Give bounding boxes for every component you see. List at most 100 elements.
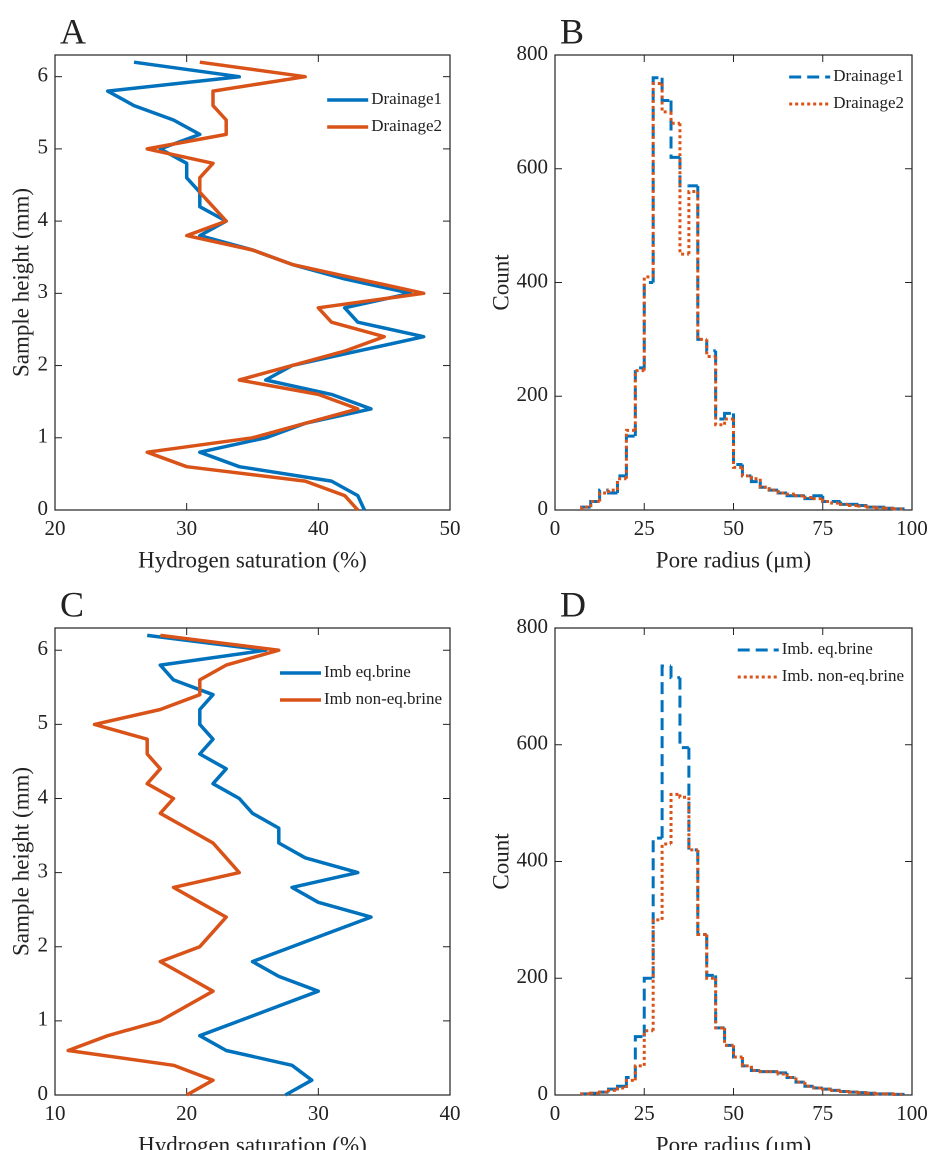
histogram-step	[660, 664, 672, 839]
x-tick-label: 50	[723, 516, 744, 540]
x-axis-label: Pore radius (μm)	[656, 547, 811, 572]
y-tick-label: 1	[38, 424, 49, 448]
histogram-step	[633, 369, 645, 431]
x-tick-label: 100	[896, 516, 928, 540]
y-tick-label: 4	[38, 784, 49, 808]
panel-label: B	[560, 11, 584, 51]
y-tick-label: 200	[517, 964, 549, 988]
x-tick-label: 10	[45, 1101, 66, 1125]
histogram-step	[812, 1086, 823, 1090]
histogram-step	[848, 503, 859, 507]
histogram-step	[758, 1070, 770, 1074]
x-tick-label: 100	[896, 1101, 928, 1125]
histogram-step	[883, 506, 895, 510]
histogram-step	[749, 475, 761, 481]
histogram-step	[705, 339, 716, 353]
y-tick-label: 200	[517, 382, 549, 406]
x-axis-label: Hydrogen saturation (%)	[138, 547, 367, 572]
y-tick-label: 4	[38, 207, 49, 231]
legend-label: Imb. non-eq.brine	[782, 666, 904, 685]
histogram-step	[740, 1057, 752, 1068]
histogram-step	[705, 934, 716, 980]
y-tick-label: 2	[38, 351, 49, 375]
y-tick-label: 3	[38, 858, 49, 882]
histogram-step	[803, 1082, 814, 1088]
histogram-step	[812, 497, 823, 501]
x-tick-label: 20	[176, 1101, 197, 1125]
histogram-step	[821, 1087, 832, 1091]
histogram-step	[598, 491, 609, 502]
x-tick-label: 75	[812, 1101, 833, 1125]
histogram-step	[633, 1064, 645, 1081]
legend-label: Imb eq.brine	[324, 662, 411, 681]
histogram-step	[740, 467, 752, 478]
legend: Drainage1 Drainage2	[789, 66, 904, 112]
y-tick-label: 800	[517, 614, 549, 638]
y-tick-label: 5	[38, 135, 49, 159]
histogram-step	[865, 1091, 877, 1095]
histogram-step	[803, 495, 814, 499]
histogram-step	[624, 1078, 636, 1088]
histogram-step	[839, 502, 850, 506]
histogram-step	[589, 499, 600, 508]
panel-label: A	[60, 11, 86, 51]
x-tick-label: 0	[550, 516, 561, 540]
y-axis-label: Count	[488, 833, 513, 890]
y-tick-label: 6	[38, 62, 49, 86]
y-tick-label: 600	[517, 731, 549, 755]
histogram-step	[714, 350, 725, 421]
x-tick-label: 30	[176, 516, 197, 540]
histogram-step	[794, 1077, 805, 1084]
histogram-step	[642, 281, 654, 368]
histogram-step	[723, 411, 734, 419]
histogram-step	[830, 1088, 841, 1092]
y-axis-label: Sample height (mm)	[8, 767, 33, 956]
histogram-step	[687, 190, 698, 255]
legend-label: Drainage2	[371, 116, 442, 135]
histogram-step	[785, 1073, 796, 1079]
legend: Imb eq.brine Imb non-eq.brine	[279, 662, 442, 708]
histogram-step	[696, 185, 707, 341]
x-tick-label: 25	[634, 1101, 655, 1125]
histogram-step	[723, 1027, 734, 1047]
histogram-step	[723, 1027, 734, 1047]
y-tick-label: 0	[38, 496, 49, 520]
histogram-step	[767, 487, 779, 492]
histogram-step	[624, 1075, 636, 1087]
legend-label: Drainage1	[371, 89, 442, 108]
y-axis-label: Count	[488, 254, 513, 311]
histogram-step	[794, 494, 805, 498]
x-tick-label: 0	[550, 1101, 561, 1125]
histogram-step	[749, 1065, 761, 1072]
histogram-step	[830, 501, 841, 505]
histogram-step	[785, 492, 796, 496]
histogram-step	[776, 1071, 788, 1076]
histogram-step	[696, 191, 707, 341]
histogram-step	[642, 275, 654, 371]
x-axis-label: Pore radius (μm)	[656, 1132, 811, 1150]
y-tick-label: 400	[517, 847, 549, 871]
histogram-step	[874, 1092, 886, 1096]
legend: Imb. eq.brine Imb. non-eq.brine	[737, 639, 904, 685]
y-tick-label: 600	[517, 155, 549, 179]
histogram-step	[696, 849, 707, 936]
y-tick-label: 6	[38, 636, 49, 660]
histogram-step	[598, 488, 609, 502]
histogram-step	[856, 504, 868, 508]
histogram-step	[669, 792, 680, 844]
histogram-step	[714, 975, 725, 1030]
x-tick-label: 30	[308, 1101, 329, 1125]
histogram-step	[669, 665, 680, 680]
x-tick-label: 50	[440, 516, 461, 540]
histogram-step	[633, 366, 645, 437]
histogram-step	[678, 794, 689, 799]
histogram-step	[607, 1088, 618, 1093]
legend-label: Drainage1	[833, 66, 904, 85]
y-tick-label: 800	[517, 41, 549, 65]
axes-box	[54, 54, 451, 511]
histogram-step	[651, 918, 663, 1031]
histogram-step	[892, 507, 905, 511]
histogram-step	[705, 934, 716, 977]
histogram-step	[865, 505, 877, 509]
panel: D 0 25 50 75 100 0 200 400 600 800 Pore radius (μm)…	[488, 584, 927, 1150]
